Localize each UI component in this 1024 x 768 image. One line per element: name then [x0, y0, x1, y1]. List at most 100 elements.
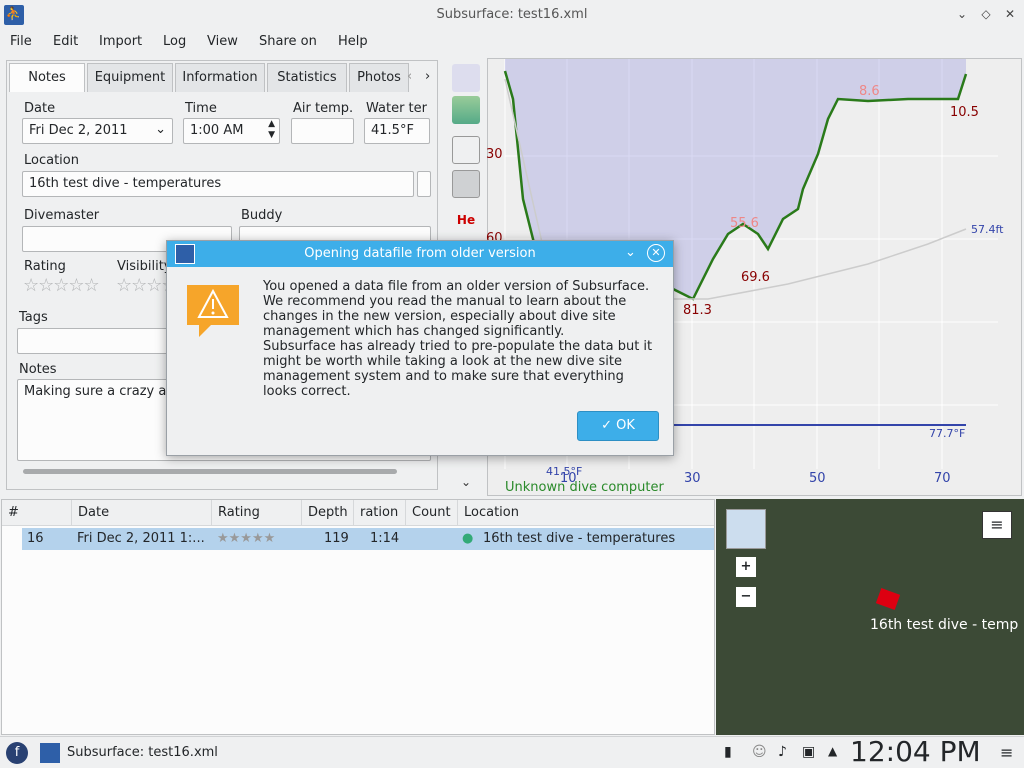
tab-equipment[interactable]: Equipment [87, 63, 173, 92]
depth-label: 69.6 [741, 270, 770, 285]
dive-duration: 1:14 [370, 531, 400, 546]
taskbar: f Subsurface: test16.xml ▮ ☺ ♪ ▣ ▲ 12:04… [0, 735, 1024, 768]
dive-list: # Date Rating Depth ration Count Locatio… [1, 499, 715, 735]
menu-view[interactable]: View [207, 34, 238, 49]
menu-share-on[interactable]: Share on [259, 34, 317, 49]
menu-log[interactable]: Log [163, 34, 187, 49]
close-icon[interactable]: ✕ [647, 244, 665, 262]
ruler-icon[interactable] [452, 170, 480, 198]
date-value: Fri Dec 2, 2011 [29, 123, 128, 138]
menu-icon[interactable]: ≡ [1000, 743, 1014, 762]
volume-icon[interactable]: ♪ [778, 744, 787, 760]
map-site-label: 16th test dive - temp [870, 617, 1019, 633]
depth-label: 81.3 [683, 303, 712, 318]
air-temp-label: Air temp. [293, 101, 354, 116]
minimize-icon[interactable]: ⌄ [956, 7, 968, 21]
rating-stars[interactable]: ☆☆☆☆☆ [23, 275, 100, 296]
network-icon[interactable]: ▣ [802, 744, 816, 760]
tags-label: Tags [19, 310, 48, 325]
column-header[interactable]: ration [354, 500, 406, 526]
minimap[interactable] [726, 509, 766, 549]
dive-date: Fri Dec 2, 2011 1:... [77, 531, 205, 546]
subsurface-logo-icon [175, 244, 195, 264]
chevron-down-icon: ⌄ [155, 122, 166, 137]
task-label[interactable]: Subsurface: test16.xml [67, 745, 218, 760]
menu-edit[interactable]: Edit [53, 34, 79, 49]
location-field[interactable]: 16th test dive - temperatures [22, 171, 414, 197]
tab-scroll-right-icon[interactable]: › [425, 69, 431, 84]
zoom-out-button[interactable]: − [736, 587, 756, 607]
y-tick-label: 30 [486, 147, 503, 162]
dialog-message: You opened a data file from an older ver… [263, 279, 653, 399]
check-icon: ✓ [601, 418, 612, 433]
horizontal-scrollbar[interactable] [23, 469, 397, 474]
column-header[interactable]: Depth [302, 500, 354, 526]
close-icon[interactable]: ✕ [1004, 7, 1016, 21]
water-temp-label: Water ter [366, 101, 428, 116]
table-row[interactable]: 16 Fri Dec 2, 2011 1:... ★★★★★ 119 1:14 … [22, 528, 714, 550]
dive-flag-icon[interactable] [875, 588, 901, 610]
subsurface-task-icon[interactable] [40, 743, 60, 763]
menu-import[interactable]: Import [99, 34, 143, 49]
dive-computer-label: Unknown dive computer [505, 480, 664, 495]
helium-icon[interactable]: He [456, 213, 476, 227]
globe-icon: ● [462, 531, 474, 546]
divemaster-label: Divemaster [24, 208, 100, 223]
launcher-icon[interactable]: f [6, 742, 28, 764]
buddy-label: Buddy [241, 208, 283, 223]
column-header[interactable]: Date [72, 500, 212, 526]
maximize-icon[interactable]: ◇ [981, 7, 991, 21]
dive-number: 16 [27, 531, 44, 546]
x-tick-label: 70 [934, 471, 951, 486]
depth-label: 8.6 [859, 84, 880, 99]
dialog-title: Opening datafile from older version [304, 246, 536, 261]
x-tick-label: 50 [809, 471, 826, 486]
rating-label: Rating [24, 259, 66, 274]
hamburger-icon[interactable]: ≡ [982, 511, 1012, 539]
menu-help[interactable]: Help [338, 34, 368, 49]
menu-file[interactable]: File [10, 34, 32, 49]
deco-icon[interactable] [452, 136, 480, 164]
water-temp-field[interactable]: 41.5°F [364, 118, 430, 144]
depth-area [505, 59, 966, 299]
chevron-down-icon[interactable]: ⌄ [625, 245, 636, 260]
time-value: 1:00 AM [190, 123, 244, 138]
tab-photos[interactable]: Photos [349, 63, 409, 92]
tab-notes[interactable]: Notes [9, 63, 85, 92]
map-view[interactable]: + − ≡ 16th test dive - temp [716, 499, 1024, 735]
location-edit-button[interactable] [417, 171, 431, 197]
tab-scroll-left-icon[interactable]: ‹ [407, 69, 413, 84]
depth-label: 10.5 [950, 105, 979, 120]
title-bar: ⛹ Subsurface: test16.xml ⌄ ◇ ✕ [0, 0, 1024, 30]
chevron-down-icon[interactable]: ⌄ [460, 475, 472, 489]
tray-expand-icon[interactable]: ▲ [828, 744, 838, 758]
time-field[interactable]: 1:00 AM ▲ ▼ [183, 118, 280, 144]
menu-bar: File Edit Import Log View Share on Help [0, 30, 1024, 56]
column-header[interactable]: Location [458, 500, 714, 526]
tab-statistics[interactable]: Statistics [267, 63, 347, 92]
depth-label: 55.6 [730, 216, 759, 231]
older-version-dialog: Opening datafile from older version ⌄ ✕ … [166, 240, 674, 456]
clock[interactable]: 12:04 PM [850, 735, 981, 768]
user-icon[interactable]: ☺ [752, 744, 767, 760]
profile-toolbar: He ⌄ [446, 58, 484, 496]
tab-information[interactable]: Information [175, 63, 265, 92]
column-header[interactable]: # [2, 500, 72, 526]
ceiling-icon[interactable] [452, 96, 480, 124]
battery-icon[interactable]: ▮ [724, 744, 732, 760]
notes-label: Notes [19, 362, 57, 377]
visibility-label: Visibility [117, 259, 172, 274]
ok-button[interactable]: ✓ OK [577, 411, 659, 441]
dialog-title-bar: Opening datafile from older version ⌄ ✕ [167, 241, 673, 267]
date-field[interactable]: Fri Dec 2, 2011 ⌄ [22, 118, 173, 144]
column-header[interactable]: Rating [212, 500, 302, 526]
air-temp-field[interactable] [291, 118, 354, 144]
date-label: Date [24, 101, 56, 116]
zoom-in-button[interactable]: + [736, 557, 756, 577]
spin-icon[interactable]: ▲ ▼ [268, 119, 275, 140]
column-header[interactable]: Count [406, 500, 458, 526]
dive-location: 16th test dive - temperatures [483, 531, 676, 546]
diver-icon[interactable] [452, 64, 480, 92]
x-tick-label: 10 [560, 471, 577, 486]
subsurface-logo-icon: ⛹ [4, 5, 24, 25]
